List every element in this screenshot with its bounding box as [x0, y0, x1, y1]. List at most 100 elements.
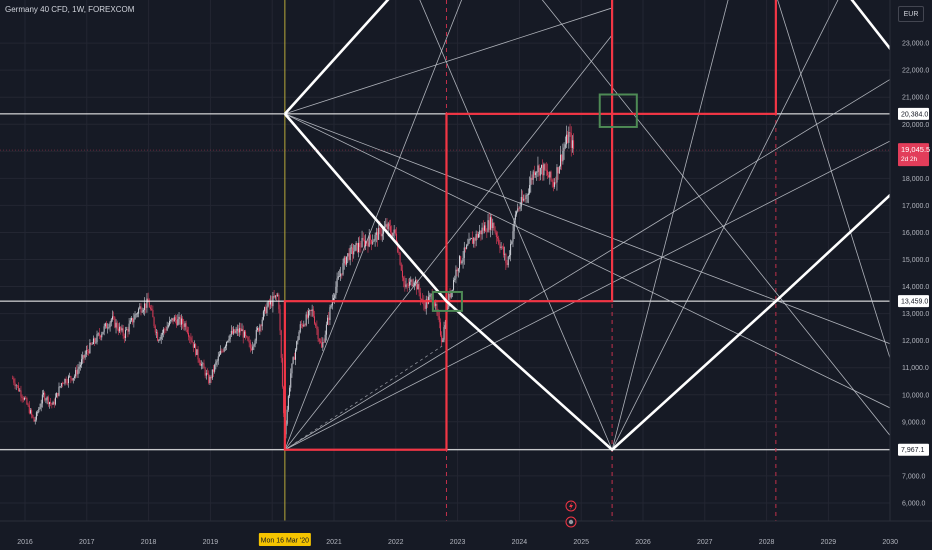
drawing-tools[interactable] [0, 0, 898, 521]
candle-body [270, 300, 272, 305]
candle-body [130, 318, 132, 321]
candle-body [199, 362, 201, 366]
candle-body [423, 299, 425, 306]
candle-body [541, 165, 543, 168]
candle-body [538, 165, 540, 176]
candle-body [22, 398, 24, 400]
candle-body [245, 331, 247, 336]
candle-body [399, 252, 401, 265]
candle-body [379, 227, 381, 229]
candle-body [498, 238, 500, 244]
candle-body [482, 227, 484, 231]
candle-body [497, 236, 499, 239]
fan-line [284, 113, 897, 347]
price-axis[interactable]: 5,000.06,000.07,000.08,000.09,000.010,00… [889, 0, 932, 550]
candle-body [350, 247, 352, 249]
candle-body [560, 154, 562, 167]
fan-line [777, 0, 897, 379]
candle-body [412, 284, 414, 286]
candle-body [554, 182, 556, 187]
candle-body [456, 269, 458, 272]
price-tick-label: 10,000.0 [902, 392, 929, 399]
candle-body [253, 344, 255, 347]
fan-line [284, 7, 613, 115]
event-markers[interactable] [565, 500, 577, 528]
candle-body [359, 242, 361, 247]
candle-body [12, 378, 14, 380]
candle-body [177, 318, 179, 326]
candle-body [292, 357, 294, 364]
candle-body [530, 177, 532, 186]
candle-body [232, 330, 234, 334]
candle-body [384, 226, 386, 229]
candle-body [264, 307, 266, 312]
candle-body [310, 310, 312, 312]
candle-body [323, 342, 325, 343]
candle-body [363, 239, 365, 247]
candle-body [486, 231, 488, 233]
candle-body [56, 393, 58, 398]
candle-body [277, 294, 279, 296]
candle-body [45, 399, 47, 401]
candle-body [329, 307, 331, 320]
candle-body [419, 292, 421, 300]
candle-body [493, 222, 495, 231]
candle-body [184, 323, 186, 327]
candle-body [470, 238, 472, 239]
candle-body [407, 285, 409, 286]
candle-body [516, 211, 518, 215]
candle-body [299, 324, 301, 332]
candle-body [550, 171, 552, 180]
candle-body [374, 234, 376, 241]
currency-button[interactable]: EUR [898, 6, 924, 22]
candle-body [101, 334, 103, 338]
candle-body [20, 390, 22, 397]
candle-body [322, 342, 324, 348]
candle-body [502, 246, 504, 255]
candle-body [69, 376, 71, 377]
candle-body [442, 339, 444, 342]
price-tick-label: 7,000.0 [902, 473, 925, 480]
candle-body [385, 224, 387, 227]
candle-body [287, 396, 289, 410]
candle-body [127, 329, 129, 332]
candle-body [182, 318, 184, 324]
candle-body [163, 329, 165, 333]
candle-body [424, 305, 426, 309]
candle-body [291, 363, 293, 374]
candle-body [102, 331, 104, 335]
candle-body [520, 196, 522, 207]
candle-body [251, 348, 253, 350]
candle-body [73, 376, 75, 378]
candle-body [489, 217, 491, 230]
time-tick-label: 2026 [635, 539, 651, 546]
time-tick-label: 2016 [17, 539, 33, 546]
time-tick-label: 2029 [821, 539, 837, 546]
candle-body [95, 342, 97, 343]
square-of-time-box [610, 0, 777, 115]
candle-body [53, 401, 55, 405]
candle-body [249, 342, 251, 349]
candle-body [203, 363, 205, 369]
candle-body [388, 223, 390, 227]
candle-body [160, 334, 162, 340]
candle-body [564, 144, 566, 148]
candle-body [139, 306, 141, 309]
candle-body [394, 229, 396, 234]
candle-body [337, 276, 339, 279]
candle-body [201, 364, 203, 366]
price-tick-label: 14,000.0 [902, 284, 929, 291]
candle-body [417, 284, 419, 290]
time-axis[interactable]: 2016201720182019202020212022202320242025… [0, 520, 932, 550]
candle-body [507, 256, 509, 266]
candle-body [230, 330, 232, 335]
candle-body [106, 323, 108, 329]
candle-body [37, 412, 39, 413]
candle-body [542, 165, 544, 176]
candle-body [381, 233, 383, 237]
candle-body [65, 378, 67, 383]
candle-body [24, 398, 26, 400]
time-tick-label: 2030 [882, 539, 898, 546]
candle-body [294, 349, 296, 360]
